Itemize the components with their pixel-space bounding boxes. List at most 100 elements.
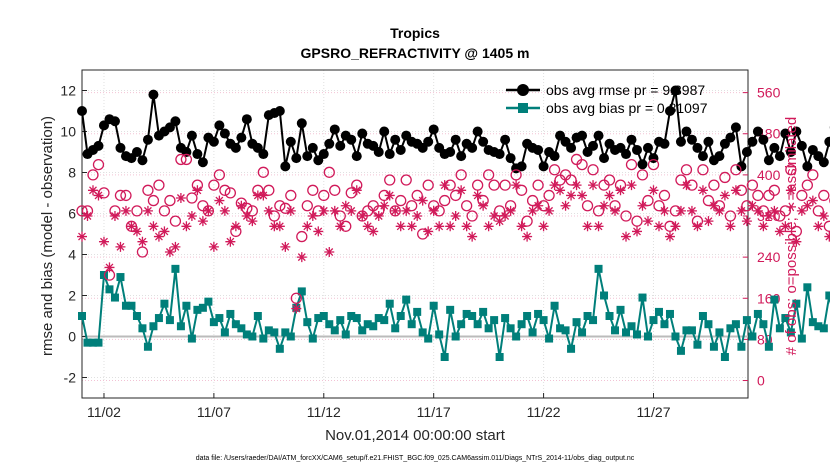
data-point [731,320,740,329]
data-point [450,189,462,202]
data-point [116,273,125,282]
data-point [395,144,406,155]
data-point [158,205,171,217]
data-point [565,174,577,186]
data-point [208,241,219,252]
data-point [193,305,202,314]
data-point [237,324,246,333]
data-point [567,344,576,353]
data-point [236,132,247,143]
data-point [154,314,163,323]
data-point [225,236,236,247]
data-point [698,312,707,320]
data-point [325,320,334,329]
data-point [307,211,318,222]
data-point [114,189,127,202]
data-point [131,205,143,217]
data-point [824,136,830,147]
data-point [555,185,566,196]
data-point [391,324,400,333]
data-point [369,322,378,331]
data-point [478,200,489,211]
data-point [517,320,526,329]
data-point [812,205,824,217]
data-point [302,151,313,162]
data-point [561,326,570,335]
data-point [593,221,604,232]
data-point [290,292,302,304]
data-point [357,211,368,222]
data-point [422,179,434,191]
data-point [658,189,671,202]
data-point [578,328,587,337]
data-point [296,252,307,263]
data-point [142,205,153,216]
data-point [566,142,577,153]
data-point [384,174,396,186]
data-point [450,134,461,145]
data-point [511,180,522,191]
data-point [516,221,527,232]
data-point [269,221,280,232]
data-point [533,144,544,155]
data-point [263,184,275,196]
data-point [379,200,390,211]
data-point [215,314,224,323]
data-point [797,334,806,343]
data-point [274,106,285,116]
data-point [632,144,642,155]
data-point [687,326,696,335]
data-point [488,179,500,191]
data-point [610,205,621,216]
data-point [627,322,636,331]
data-point [472,190,483,201]
data-point [429,301,438,310]
data-point [714,151,725,162]
data-point [148,221,159,232]
data-point [495,353,504,361]
data-point [258,190,269,201]
data-point [346,205,357,216]
data-point [730,164,742,176]
data-point [636,169,649,181]
data-point [686,205,697,216]
data-point [390,205,401,216]
data-point [466,210,478,222]
data-point [703,216,714,227]
data-point [208,179,220,191]
data-point [781,314,790,323]
left-tick-label: 10 [60,124,76,140]
data-point [456,151,467,162]
data-point [357,128,368,139]
data-point [131,226,142,237]
data-point [104,262,115,273]
data-point [428,205,439,216]
data-point [719,171,731,184]
data-point [622,328,631,337]
data-point [351,151,362,162]
data-point [471,179,484,191]
data-point [208,136,219,147]
data-point [462,309,471,318]
data-point [87,185,98,196]
data-point [417,195,428,206]
data-point [764,342,773,351]
data-point [726,324,735,333]
data-point [241,114,252,125]
data-point [665,309,674,318]
x-axis-label: Nov.01,2014 00:00:00 start [325,427,506,444]
data-point [769,205,780,216]
data-point [76,205,88,217]
data-point [220,328,229,337]
data-point [785,185,796,196]
data-point [527,205,538,216]
data-point [500,134,511,145]
data-point [461,200,473,212]
data-point [576,158,588,171]
data-point [412,211,423,222]
data-point [280,161,291,172]
data-point [175,193,186,204]
data-point [638,293,647,302]
data-point [549,151,560,162]
